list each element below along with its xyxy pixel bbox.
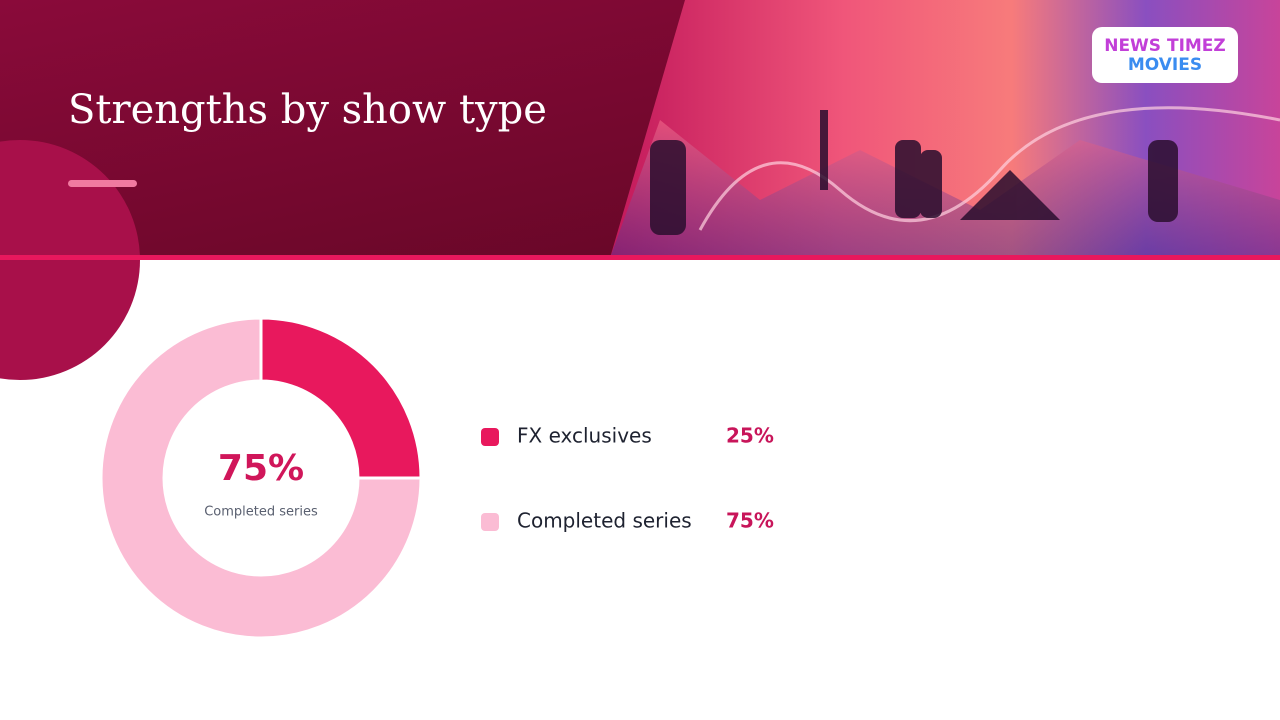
legend-value: 75% xyxy=(726,509,774,533)
center-value: 75% xyxy=(218,448,304,489)
legend-label: FX exclusives xyxy=(517,424,652,448)
legend-swatch xyxy=(481,428,499,446)
donut-slice xyxy=(259,316,423,480)
center-label: Completed series xyxy=(204,505,318,520)
logo-line: MOVIES xyxy=(1128,55,1202,75)
banner-figures xyxy=(650,110,1178,235)
header-rule xyxy=(0,255,1280,260)
legend-label: Completed series xyxy=(517,509,692,533)
donut-slice xyxy=(99,316,423,640)
banner-hills xyxy=(610,120,1280,258)
slide-title: Strengths by show type xyxy=(68,87,547,133)
title-accent xyxy=(68,180,137,187)
logo-line: NEWS TIMEZ xyxy=(1104,36,1226,56)
legend-swatch xyxy=(481,513,499,531)
logo-box xyxy=(1092,27,1238,83)
legend-value: 25% xyxy=(726,424,774,448)
